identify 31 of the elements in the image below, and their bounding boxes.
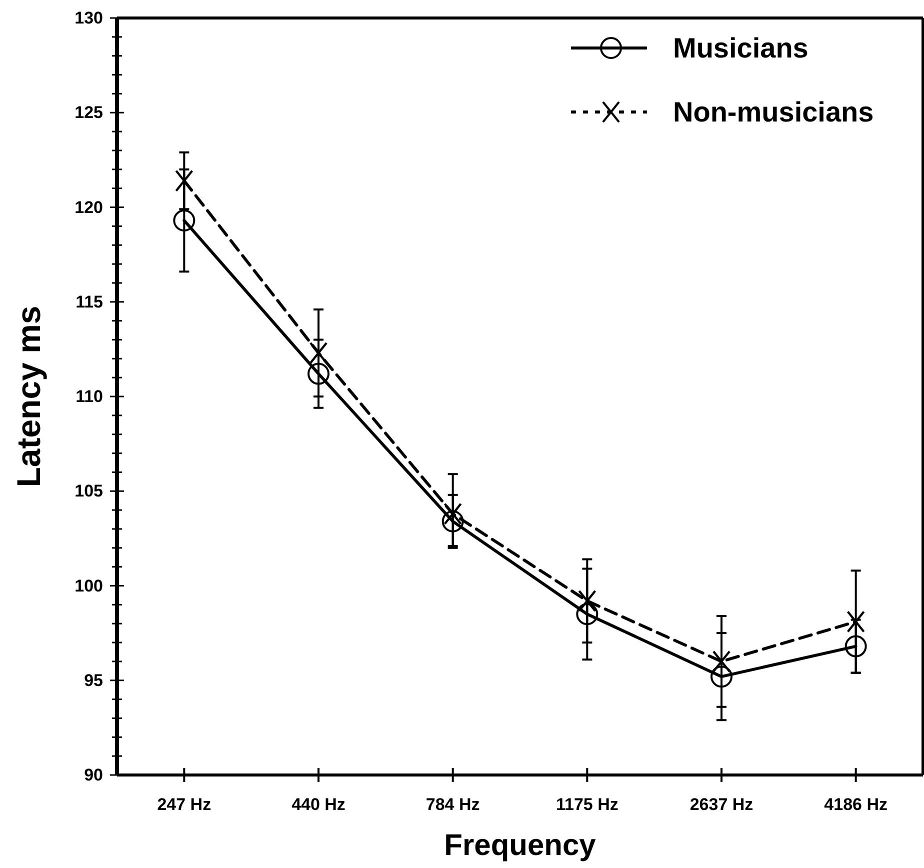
point (712, 650, 731, 673)
y-tick-label: 90 (84, 766, 103, 784)
point (175, 170, 194, 192)
point (578, 590, 596, 612)
point (308, 362, 330, 385)
y-tick-label: 105 (74, 482, 103, 501)
y-axis-title: Latency ms (10, 306, 47, 488)
y-tick-label: 95 (84, 670, 103, 690)
point (844, 635, 867, 658)
x-axis-title: Frequency (444, 829, 596, 862)
x-tick-label: 2637 Hz (690, 795, 754, 814)
point (444, 502, 462, 525)
y-tick-label: 110 (76, 387, 103, 406)
x-tick-label: 1175 Hz (556, 795, 618, 814)
x-tick-label: 440 Hz (292, 795, 346, 814)
point (710, 666, 732, 688)
y-tick-label: 120 (74, 198, 103, 217)
y-tick-label: 115 (76, 292, 103, 312)
y-tick-label: 125 (74, 103, 103, 122)
y-tick-label: 130 (74, 8, 103, 28)
point (846, 610, 865, 633)
point (173, 209, 196, 232)
point (442, 510, 464, 532)
x-tick-label: 784 Hz (426, 795, 480, 814)
point (309, 342, 328, 364)
x-tick-label: 4186 Hz (824, 795, 888, 814)
legend-label: Non-musicians (673, 96, 874, 128)
point (576, 603, 598, 626)
y-tick-label: 100 (74, 576, 103, 596)
x-tick-label: 247 Hz (157, 795, 212, 814)
legend-label: Musicians (673, 32, 808, 64)
